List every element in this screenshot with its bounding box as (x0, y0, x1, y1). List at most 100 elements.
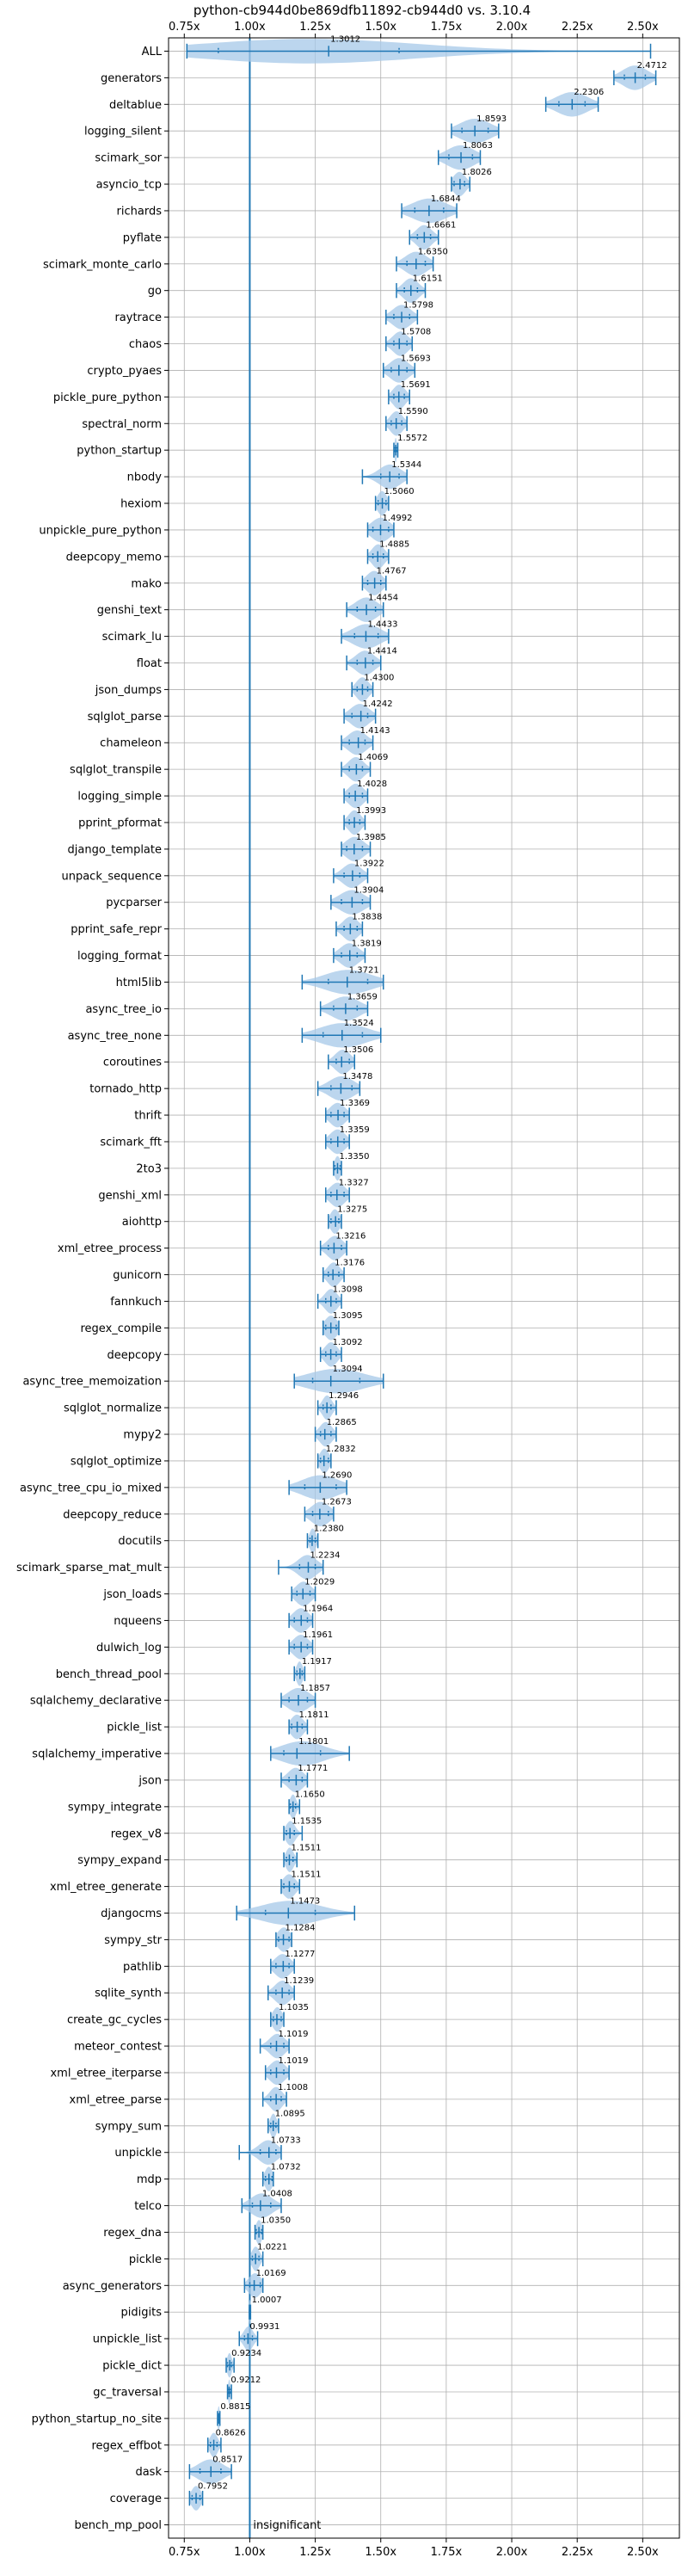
y-tick-label: async_tree_memoization (22, 1376, 162, 1389)
median-value-label: 1.5060 (384, 487, 415, 496)
median-value-label: 1.3098 (333, 1285, 363, 1294)
median-value-label: 1.2234 (310, 1550, 340, 1560)
y-tick-label: scimark_fft (100, 1136, 162, 1149)
violin-async_tree_none: 1.3524 (301, 1019, 382, 1048)
y-tick-label: bench_mp_pool (74, 2519, 162, 2532)
violin-xml_etree_iterparse: 1.1019 (264, 2056, 308, 2086)
y-tick-label: sqlglot_parse (88, 711, 162, 724)
x-axis-top: 0.75x 1.00x 1.25x 1.50x 1.75x 2.00x 2.25x 2.50x (169, 21, 659, 38)
y-tick-label: nbody (127, 471, 163, 484)
x-axis-bottom: 0.75x 1.00x 1.25x 1.50x 1.75x 2.00x 2.25x 2.50x (169, 2538, 659, 2559)
violin-async_tree_io: 1.3659 (319, 992, 378, 1021)
median-value-label: 1.3359 (340, 1125, 370, 1135)
y-tick-label: pidigits (121, 2307, 163, 2320)
plot-area: 1.3012 2.4712 2.2306 1.8593 1.8063 1.8026 1.68… (186, 34, 667, 2538)
median-value-label: 1.3985 (356, 833, 386, 842)
violin-json_loads: 1.2029 (291, 1577, 335, 1606)
violin-scimark_fft: 1.3359 (325, 1125, 370, 1155)
y-tick-label: python_startup (77, 445, 162, 458)
median-value-label: 1.0350 (261, 2215, 291, 2225)
y-tick-label: asyncio_tcp (96, 179, 162, 192)
y-tick-label: deepcopy (107, 1349, 162, 1362)
median-value-label: 1.3922 (354, 860, 384, 869)
median-value-label: 2.2306 (574, 88, 604, 97)
violin-spectral_norm: 1.5590 (385, 407, 428, 436)
median-value-label: 1.1473 (290, 1896, 320, 1906)
median-value-label: 1.3659 (347, 992, 378, 1001)
median-value-label: 1.1857 (300, 1684, 330, 1693)
x-tick-label-bottom: 1.75x (431, 2546, 463, 2559)
violin-xml_etree_process: 1.3216 (319, 1231, 366, 1260)
violin-sympy_sum: 1.0895 (267, 2110, 305, 2138)
y-tick-label: meteor_contest (74, 2041, 162, 2054)
x-tick-label-top: 1.00x (234, 21, 266, 34)
y-tick-label: hexiom (120, 498, 162, 511)
y-tick-label: create_gc_cycles (67, 2014, 162, 2027)
y-tick-label: sympy_str (104, 1934, 162, 1947)
violin-async_tree_cpu_io_mixed: 1.2690 (288, 1471, 352, 1501)
y-tick-label: unpickle_list (93, 2333, 162, 2346)
y-tick-label: sympy_integrate (68, 1801, 162, 1814)
violin-unpack_sequence: 1.3922 (333, 860, 384, 888)
violin-xml_etree_generate: 1.1511 (280, 1870, 321, 1899)
y-tick-label: pickle_pure_python (53, 391, 162, 404)
violin-go: 1.6151 (396, 274, 443, 303)
y-tick-label: deepcopy_reduce (63, 1508, 162, 1521)
y-tick-label: sqlglot_optimize (71, 1455, 162, 1468)
median-value-label: 1.3369 (340, 1099, 370, 1108)
violin-fannkuch: 1.3098 (316, 1285, 363, 1314)
violin-nbody: 1.5344 (361, 460, 421, 490)
violin-genshi_xml: 1.3327 (325, 1179, 369, 1207)
median-value-label: 1.1650 (295, 1790, 325, 1800)
median-value-label: 1.1019 (278, 2030, 308, 2039)
y-tick-label: django_template (68, 843, 162, 856)
violin-ALL: 1.3012 (186, 34, 652, 64)
median-value-label: 1.4069 (358, 753, 388, 762)
y-tick-label: bench_thread_pool (56, 1668, 162, 1681)
y-tick-label: fannkuch (110, 1296, 162, 1309)
y-tick-label: sqlite_synth (95, 1987, 162, 2000)
median-value-label: 1.8593 (476, 114, 507, 124)
x-tick-label-top: 2.00x (496, 21, 528, 34)
median-value-label: 1.4767 (377, 567, 407, 576)
y-tick-label: pprint_pformat (78, 817, 162, 829)
median-value-label: 1.3094 (333, 1365, 363, 1374)
y-tick-label: pickle (129, 2253, 162, 2266)
x-tick-label-bottom: 2.00x (496, 2546, 528, 2559)
median-value-label: 1.1239 (284, 1976, 314, 1986)
median-value-label: 1.4143 (360, 726, 390, 736)
x-tick-label-bottom: 1.00x (234, 2546, 266, 2559)
violin-tornado_http: 1.3478 (316, 1072, 372, 1101)
median-value-label: 1.8026 (462, 168, 492, 177)
y-tick-label: python_startup_no_site (32, 2413, 162, 2425)
median-value-label: 1.5691 (401, 380, 431, 390)
median-value-label: 0.8517 (212, 2456, 243, 2465)
median-value-label: 1.1008 (278, 2083, 308, 2092)
violin-pickle_dict: 0.9234 (225, 2349, 261, 2378)
median-value-label: 1.2946 (329, 1391, 359, 1401)
median-value-label: 0.7952 (198, 2481, 228, 2491)
y-tick-label: sympy_expand (77, 1854, 162, 1867)
y-tick-label: json (138, 1774, 162, 1787)
y-tick-label: regex_effbot (91, 2439, 162, 2452)
violin-mypy2: 1.2865 (314, 1418, 357, 1447)
violin-unpickle: 1.0733 (238, 2136, 301, 2165)
violin-deepcopy: 1.3092 (319, 1338, 363, 1367)
violin-json: 1.1771 (280, 1764, 328, 1793)
y-tick-label: xml_etree_generate (50, 1881, 162, 1894)
violin-unpickle_pure_python: 1.4992 (366, 514, 412, 543)
y-tick-label: djangocms (101, 1907, 162, 1920)
insignificant-label: insignificant (253, 2519, 321, 2532)
y-tick-label: gc_traversal (93, 2386, 162, 2399)
median-value-label: 1.3095 (333, 1311, 363, 1321)
violin-sympy_str: 1.1284 (275, 1923, 316, 1952)
y-tick-label: logging_format (77, 950, 162, 963)
y-axis-labels: ALL generators deltablue logging_silentscim… (16, 46, 169, 2532)
y-tick-label: sqlglot_transpile (70, 764, 162, 777)
y-tick-label: regex_v8 (111, 1827, 162, 1840)
y-tick-label: dulwich_log (96, 1642, 162, 1655)
violin-pidigits: 1.0007 (249, 2296, 282, 2325)
median-value-label: 1.3721 (349, 965, 379, 975)
y-tick-label: genshi_text (97, 604, 162, 617)
y-tick-label: scimark_sor (95, 152, 162, 165)
